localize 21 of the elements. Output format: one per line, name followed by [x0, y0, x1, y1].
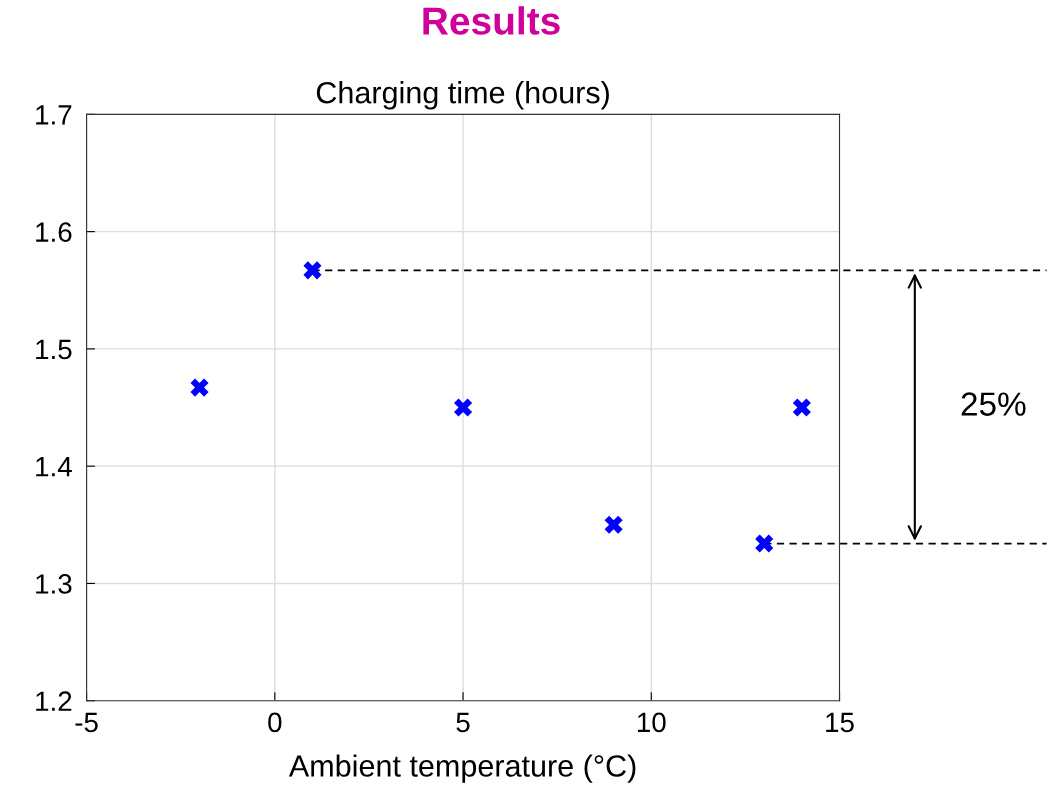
- point: [755, 534, 774, 553]
- x-tick-label: 15: [826, 712, 854, 733]
- x-tick-label: 5: [456, 712, 470, 733]
- point: [454, 398, 473, 417]
- chart-subtitle: Charging time (hours): [316, 81, 609, 110]
- text: 25%: [961, 392, 1026, 416]
- x-tick-label: 0: [268, 712, 282, 733]
- y-tick-label: 1.4: [36, 457, 72, 477]
- point: [604, 515, 623, 534]
- y-tick-label: 1.7: [36, 105, 72, 125]
- point: [190, 378, 209, 397]
- x-tick-label: -5: [75, 712, 98, 733]
- y-tick-label: 1.5: [36, 339, 72, 360]
- point: [792, 398, 811, 417]
- chart-title: Results: [423, 6, 560, 35]
- point: [303, 261, 322, 280]
- y-tick-label: 1.3: [36, 574, 72, 594]
- y-tick-label: 1.6: [36, 222, 72, 242]
- x-tick-label: 10: [637, 712, 666, 733]
- x-axis-title: Ambient temperature (°C): [288, 754, 636, 783]
- y-tick-label: 1.2: [36, 691, 72, 711]
